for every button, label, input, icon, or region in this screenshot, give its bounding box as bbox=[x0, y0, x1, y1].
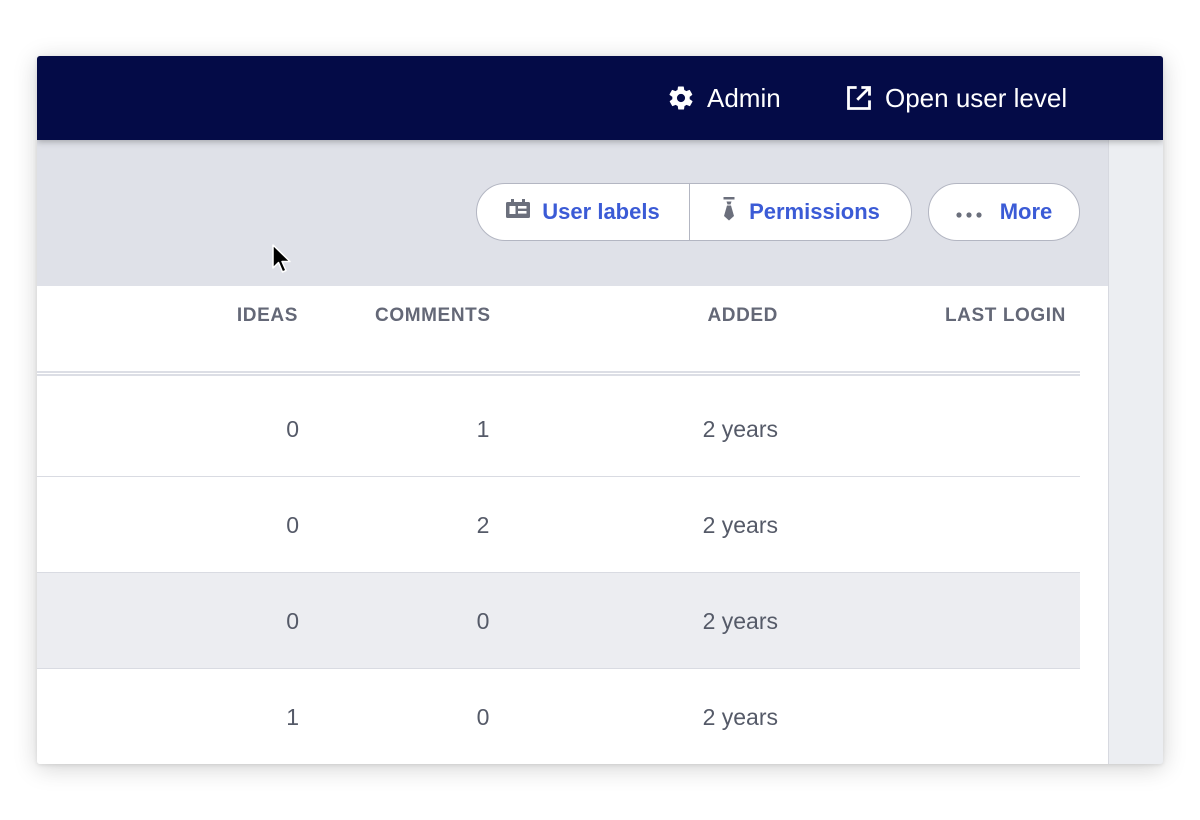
user-labels-label: User labels bbox=[542, 199, 660, 224]
admin-link[interactable]: Admin bbox=[667, 56, 781, 140]
users-table: IDEAS COMMENTS ADDED LAST LOGIN 0 1 2 ye… bbox=[37, 286, 1108, 764]
app-window: Admin Open user level bbox=[37, 56, 1163, 764]
more-label: More bbox=[999, 199, 1053, 224]
cell-added: 2 years bbox=[702, 608, 778, 634]
gear-icon bbox=[667, 84, 695, 112]
column-header-ideas[interactable]: IDEAS bbox=[236, 305, 298, 326]
cell-ideas: 1 bbox=[286, 704, 299, 730]
cell-comments: 0 bbox=[476, 608, 490, 634]
table-row[interactable]: 0 1 2 years bbox=[37, 381, 1080, 477]
column-header-last-login[interactable]: LAST LOGIN bbox=[944, 305, 1066, 326]
user-labels-button[interactable]: User labels bbox=[477, 184, 690, 240]
admin-label: Admin bbox=[707, 82, 781, 113]
column-header-added[interactable]: ADDED bbox=[707, 305, 778, 326]
table-header: IDEAS COMMENTS ADDED LAST LOGIN bbox=[37, 286, 1080, 376]
mouse-pointer-icon bbox=[272, 244, 292, 279]
cell-ideas: 0 bbox=[286, 608, 299, 634]
cell-added: 2 years bbox=[702, 704, 778, 730]
cell-comments: 1 bbox=[476, 416, 490, 442]
table-row[interactable]: 1 0 2 years bbox=[37, 669, 1080, 764]
right-scroll-rail bbox=[1108, 140, 1163, 764]
top-navigation-bar: Admin Open user level bbox=[37, 56, 1163, 140]
open-user-level-link[interactable]: Open user level bbox=[845, 56, 1067, 140]
table-row[interactable]: 0 0 2 years bbox=[37, 573, 1080, 669]
cell-added: 2 years bbox=[702, 512, 778, 538]
label-badge-icon bbox=[506, 199, 531, 225]
cell-comments: 2 bbox=[476, 512, 490, 538]
cell-added: 2 years bbox=[702, 416, 778, 442]
ellipsis-icon bbox=[956, 199, 982, 225]
cell-comments: 0 bbox=[476, 704, 490, 730]
cell-ideas: 0 bbox=[286, 512, 299, 538]
cell-ideas: 0 bbox=[286, 416, 299, 442]
user-actions-button-group: User labels Permissions bbox=[476, 183, 912, 241]
permissions-label: Permissions bbox=[749, 199, 880, 224]
toolbar: User labels Permissions bbox=[37, 140, 1108, 286]
table-row[interactable]: 0 2 2 years bbox=[37, 477, 1080, 573]
more-button[interactable]: More bbox=[928, 183, 1080, 241]
column-header-comments[interactable]: COMMENTS bbox=[375, 305, 491, 326]
open-user-level-label: Open user level bbox=[885, 82, 1068, 113]
permissions-button[interactable]: Permissions bbox=[690, 184, 911, 240]
external-link-icon bbox=[845, 84, 873, 112]
tie-icon bbox=[721, 197, 737, 227]
